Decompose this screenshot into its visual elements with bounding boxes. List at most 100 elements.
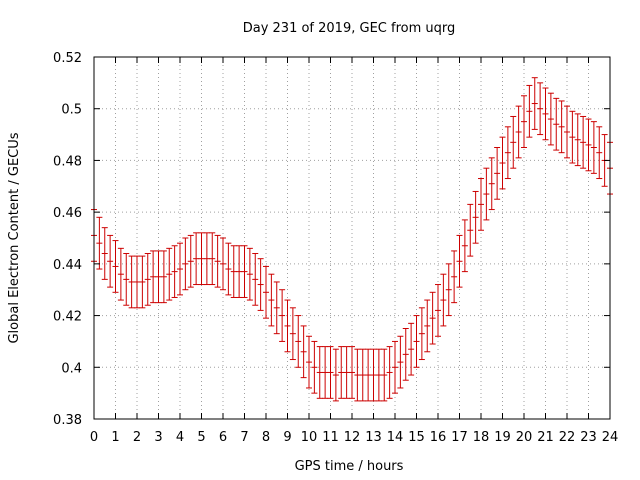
data-point-errorbar — [107, 234, 114, 288]
chart-title: Day 231 of 2019, GEC from uqrg — [243, 21, 456, 36]
data-point-errorbar — [504, 126, 511, 180]
data-point-errorbar — [526, 84, 533, 138]
x-tick-label: 0 — [90, 430, 98, 445]
data-point-errorbar — [252, 253, 259, 306]
data-point-errorbar — [117, 247, 124, 301]
data-point-errorbar — [397, 335, 404, 389]
data-point-errorbar — [322, 346, 329, 399]
data-point-errorbar — [171, 245, 178, 298]
x-tick-label: 3 — [154, 430, 162, 445]
x-tick-label: 12 — [344, 430, 361, 445]
data-point-errorbar — [435, 284, 441, 337]
data-point-errorbar — [268, 273, 275, 327]
data-point-errorbar — [467, 203, 474, 257]
y-tick-labels: 0.38 0.4 0.42 0.44 0.46 0.48 0.5 0.52 — [53, 51, 82, 428]
data-point-errorbar — [370, 348, 377, 402]
data-point-errorbar — [284, 299, 291, 353]
data-point-errorbar — [478, 178, 484, 231]
data-point-errorbar — [203, 232, 210, 286]
data-point-errorbar — [354, 348, 361, 402]
data-point-errorbar — [402, 328, 409, 381]
x-tick-label: 16 — [430, 430, 447, 445]
x-tick-label: 17 — [451, 430, 468, 445]
data-point-errorbar — [472, 190, 479, 244]
data-point-errorbar — [338, 346, 345, 399]
data-point-errorbar — [311, 340, 318, 394]
data-point-errorbar — [574, 113, 581, 167]
data-point-errorbar — [531, 77, 538, 130]
data-point-errorbar — [220, 237, 226, 291]
data-point-errorbar — [289, 307, 296, 361]
x-tick-label: 4 — [176, 430, 184, 445]
x-tick-label: 8 — [262, 430, 270, 445]
x-tick-label: 2 — [133, 430, 141, 445]
data-point-errorbar — [429, 291, 436, 345]
data-point-errorbar — [123, 253, 130, 306]
data-point-errorbar — [225, 242, 232, 296]
x-tick-label: 24 — [602, 430, 619, 445]
error-bars — [91, 77, 613, 402]
y-tick-label: 0.42 — [53, 310, 82, 325]
y-tick-label: 0.52 — [53, 51, 82, 66]
data-point-errorbar — [510, 115, 517, 169]
y-tick-label: 0.44 — [53, 258, 82, 273]
data-point-errorbar — [408, 322, 415, 376]
data-point-errorbar — [424, 299, 431, 353]
data-point-errorbar — [483, 167, 490, 221]
data-point-errorbar — [564, 105, 570, 159]
data-point-errorbar — [144, 253, 151, 306]
data-point-errorbar — [160, 250, 167, 304]
data-point-errorbar — [150, 250, 157, 304]
data-point-errorbar — [558, 100, 565, 154]
data-point-errorbar — [445, 263, 452, 317]
x-tick-label: 22 — [559, 430, 576, 445]
data-point-errorbar — [381, 348, 388, 402]
y-tick-label: 0.46 — [53, 206, 82, 221]
data-point-errorbar — [134, 255, 140, 309]
data-point-errorbar — [440, 273, 447, 327]
data-point-errorbar — [461, 219, 468, 273]
data-point-errorbar — [456, 234, 463, 288]
data-point-errorbar — [327, 346, 334, 399]
data-point-errorbar — [273, 281, 280, 335]
data-point-errorbar — [392, 340, 398, 394]
data-point-errorbar — [187, 234, 194, 288]
data-point-errorbar — [580, 115, 587, 169]
x-tick-label: 20 — [516, 430, 533, 445]
data-point-errorbar — [343, 346, 350, 399]
axis-ticks — [93, 56, 611, 420]
data-point-errorbar — [193, 232, 200, 286]
data-point-errorbar — [585, 118, 592, 172]
data-point-errorbar — [494, 147, 501, 200]
data-point-errorbar — [499, 136, 506, 190]
data-point-errorbar — [306, 335, 312, 389]
data-point-errorbar — [279, 289, 286, 342]
data-point-errorbar — [542, 87, 549, 141]
data-point-errorbar — [101, 227, 108, 280]
data-point-errorbar — [553, 97, 560, 151]
data-point-errorbar — [257, 258, 264, 311]
x-tick-labels: 0 1 2 3 4 5 6 7 8 9 10 11 12 13 14 15 16 17 18 19 20 21 22 23 24 — [90, 430, 618, 445]
y-tick-label: 0.38 — [53, 413, 82, 428]
data-point-errorbar — [386, 346, 393, 399]
x-tick-label: 21 — [537, 430, 554, 445]
data-point-errorbar — [569, 110, 576, 164]
data-point-errorbar — [246, 247, 253, 301]
x-tick-label: 10 — [301, 430, 318, 445]
y-axis-label: Global Electron Content / GECUs — [7, 132, 22, 343]
data-point-errorbar — [300, 325, 307, 379]
data-point-errorbar — [418, 307, 425, 361]
data-point-errorbar — [316, 346, 323, 399]
x-tick-label: 15 — [408, 430, 425, 445]
y-tick-label: 0.5 — [61, 103, 82, 118]
y-tick-label: 0.48 — [53, 154, 82, 169]
data-point-errorbar — [166, 247, 173, 301]
data-point-errorbar — [177, 242, 183, 296]
x-tick-label: 11 — [322, 430, 339, 445]
data-point-errorbar — [96, 216, 103, 270]
data-point-errorbar — [128, 255, 135, 309]
data-point-errorbar — [488, 157, 495, 211]
x-tick-label: 9 — [283, 430, 291, 445]
data-point-errorbar — [515, 105, 522, 159]
